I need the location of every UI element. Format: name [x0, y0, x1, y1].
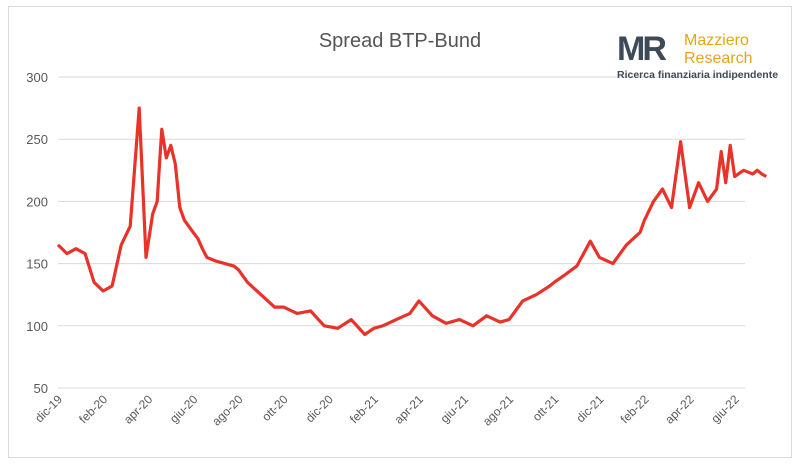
x-tick-label: feb-21	[347, 392, 381, 426]
x-tick-label: giu-20	[167, 392, 201, 426]
x-tick-label: apr-22	[662, 392, 697, 427]
logo-tagline: Ricerca finanziaria indipendente	[617, 69, 779, 81]
x-tick-label: ago-21	[480, 392, 517, 429]
x-tick-label: ago-20	[209, 392, 246, 429]
y-tick-label: 50	[34, 381, 48, 396]
x-tick-label: giu-21	[438, 392, 472, 426]
x-tick-label: giu-22	[708, 392, 742, 426]
y-tick-label: 150	[26, 257, 48, 272]
chart-frame	[8, 6, 792, 458]
brand-logo: MR Mazziero Research Ricerca finanziaria…	[617, 30, 787, 82]
x-tick-label: dic-20	[303, 392, 336, 425]
x-tick-label: apr-21	[392, 392, 427, 427]
y-tick-label: 300	[26, 70, 48, 85]
chart-title: Spread BTP-Bund	[318, 30, 482, 52]
x-tick-label: feb-22	[618, 392, 652, 426]
logo-name-line2: Research	[684, 50, 753, 67]
x-tick-label: ott-20	[259, 392, 291, 424]
x-tick-label: ott-21	[530, 392, 562, 424]
series-line	[56, 106, 768, 337]
x-tick-label: feb-20	[76, 392, 110, 426]
y-tick-label: 100	[26, 319, 48, 334]
logo-mark: MR	[617, 30, 667, 68]
x-tick-label: dic-21	[573, 392, 606, 425]
y-tick-label: 200	[26, 194, 48, 209]
y-tick-label: 250	[26, 132, 48, 147]
x-tick-label: apr-20	[121, 392, 156, 427]
logo-name-line1: Mazziero	[684, 32, 749, 49]
x-tick-label: dic-19	[32, 392, 65, 425]
